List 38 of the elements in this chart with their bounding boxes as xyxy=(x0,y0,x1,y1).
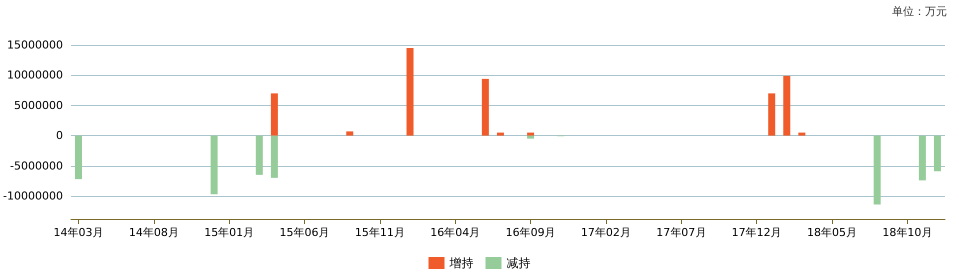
y-tick-label: 10000000 xyxy=(6,68,63,82)
text: 单位：万元 xyxy=(892,5,947,18)
bar xyxy=(270,136,278,178)
x-tick-label: 18年10月 xyxy=(882,226,932,239)
x-tick-label: 15年01月 xyxy=(204,226,254,239)
bar xyxy=(527,136,534,139)
x-tick-label: 14年03月 xyxy=(53,226,104,239)
bar xyxy=(783,76,790,136)
bar xyxy=(256,136,263,175)
bar xyxy=(874,136,881,204)
bar xyxy=(346,131,354,136)
bar xyxy=(934,136,941,172)
bar xyxy=(527,132,534,136)
y-tick-label: 0 xyxy=(56,129,63,142)
y-tick-label: -10000000 xyxy=(2,190,63,203)
x-tick-label: 14年08月 xyxy=(128,226,179,239)
bar xyxy=(482,78,489,136)
bar xyxy=(270,93,278,136)
y-tick-label: 15000000 xyxy=(6,38,63,52)
bar xyxy=(918,136,926,180)
y-tick-label: 5000000 xyxy=(14,98,63,112)
x-tick-label: 16年04月 xyxy=(430,226,480,239)
x-tick-label: 18年05月 xyxy=(806,226,857,239)
x-tick-label: 17年12月 xyxy=(732,226,782,239)
legend-label: 增持 xyxy=(448,256,474,270)
x-tick-label: 16年09月 xyxy=(506,226,556,239)
bar xyxy=(798,132,806,136)
x-tick-label: 15年11月 xyxy=(354,226,405,239)
x-tick-label: 15年06月 xyxy=(280,226,330,239)
x-tick-label: 17年07月 xyxy=(656,226,706,239)
bar xyxy=(210,136,218,194)
bar xyxy=(406,48,414,136)
y-tick-label: -5000000 xyxy=(10,159,63,172)
bar xyxy=(768,93,776,136)
legend-label: 减持 xyxy=(506,256,530,270)
x-tick-label: 17年02月 xyxy=(580,226,631,239)
bar xyxy=(496,132,504,136)
bar xyxy=(74,136,82,180)
